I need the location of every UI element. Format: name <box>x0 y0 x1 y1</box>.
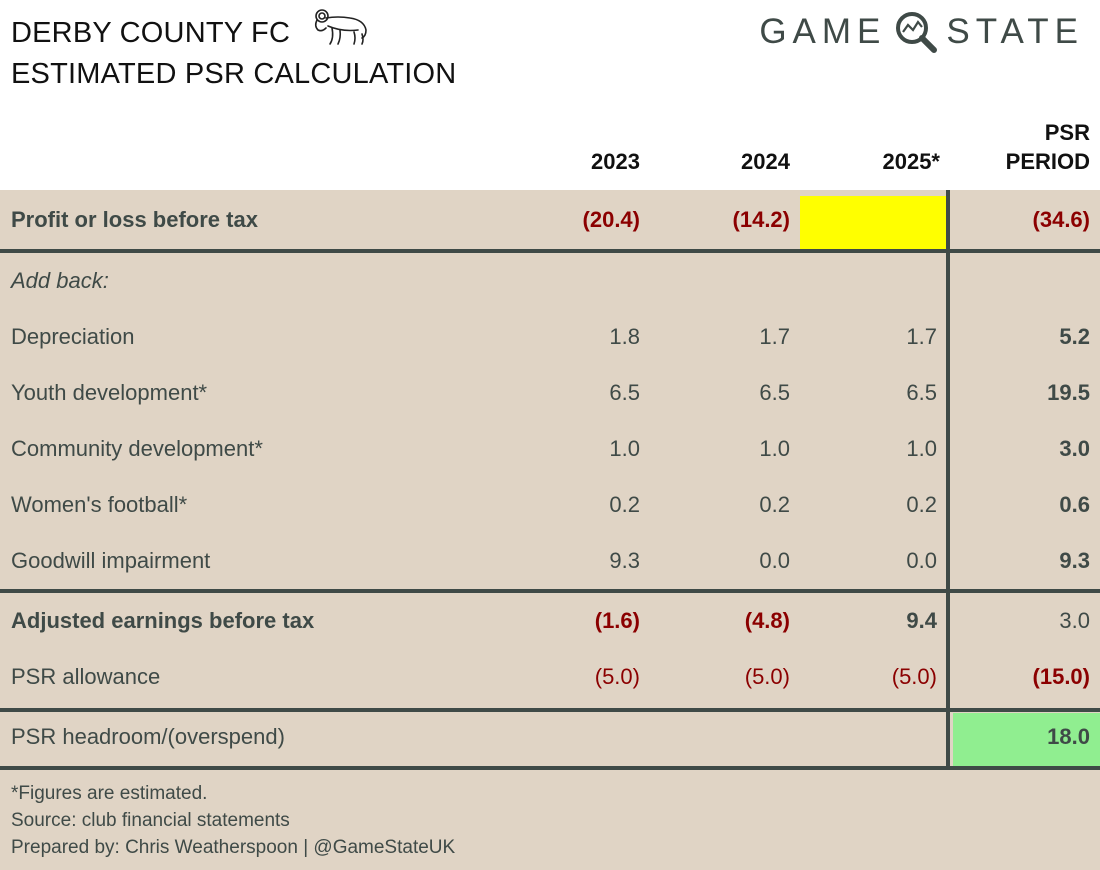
cell-2023: 9.3 <box>609 548 640 573</box>
cell-2023: 1.8 <box>609 324 640 349</box>
cell-2023: 1.0 <box>609 436 640 461</box>
column-divider <box>946 250 950 770</box>
footnote-prepared-by: Prepared by: Chris Weatherspoon | @GameS… <box>11 837 456 858</box>
column-header-2025: 2025* <box>882 149 940 174</box>
row-label: Goodwill impairment <box>11 548 211 573</box>
cell-2025: 0.2 <box>906 492 937 517</box>
table-row-womens-football: Women's football* 0.2 0.2 0.2 0.6 <box>0 492 1100 532</box>
cell-2024: 1.0 <box>759 436 790 461</box>
page-subtitle: ESTIMATED PSR CALCULATION <box>11 58 457 90</box>
cell-2024: (14.2) <box>732 207 790 232</box>
row-label: PSR headroom/(overspend) <box>11 724 285 749</box>
row-label: Depreciation <box>11 324 135 349</box>
column-header-2023: 2023 <box>591 149 640 174</box>
cell-2024: 1.7 <box>759 324 790 349</box>
divider-before-headroom <box>0 708 1100 712</box>
cell-psr: (15.0) <box>1032 664 1090 689</box>
footnote-source: Source: club financial statements <box>11 810 290 831</box>
cell-2023: (5.0) <box>594 664 640 689</box>
table-row-goodwill: Goodwill impairment 9.3 0.0 0.0 9.3 <box>0 548 1100 588</box>
column-header-2024: 2024 <box>741 149 790 174</box>
table-row-youth: Youth development* 6.5 6.5 6.5 19.5 <box>0 380 1100 420</box>
cell-psr: (34.6) <box>1032 207 1090 232</box>
footnote-estimated: *Figures are estimated. <box>11 783 208 804</box>
derby-ram-logo-icon <box>314 9 367 45</box>
cell-psr: 3.0 <box>1059 608 1090 633</box>
row-label: Add back: <box>11 268 109 293</box>
row-label: Women's football* <box>11 492 188 517</box>
cell-psr: 18.0 <box>1047 724 1090 749</box>
highlight-2025-profit-cell <box>800 196 946 249</box>
cell-psr: 9.3 <box>1059 548 1090 573</box>
divider-before-footer <box>0 766 1100 770</box>
row-label: PSR allowance <box>11 664 161 689</box>
table-row-add-back: Add back: <box>0 268 1100 308</box>
divider-after-profit <box>0 249 1100 253</box>
divider-before-adjusted <box>0 589 1100 593</box>
cell-2025: 1.7 <box>906 324 937 349</box>
cell-2023: 0.2 <box>609 492 640 517</box>
row-label: Adjusted earnings before tax <box>11 608 315 633</box>
cell-psr: 3.0 <box>1059 436 1090 461</box>
column-divider <box>946 190 950 250</box>
cell-2025: 6.5 <box>906 380 937 405</box>
cell-2025: (5.0) <box>891 664 937 689</box>
cell-2024: 0.0 <box>759 548 790 573</box>
cell-2024: 0.2 <box>759 492 790 517</box>
cell-psr: 0.6 <box>1059 492 1090 517</box>
cell-2025: 1.0 <box>906 436 937 461</box>
table-row-psr-allowance: PSR allowance (5.0) (5.0) (5.0) (15.0) <box>0 664 1100 704</box>
brand-word-state: STATE <box>946 12 1084 51</box>
brand-word-game: GAME <box>759 12 887 51</box>
highlight-psr-headroom-cell <box>953 713 1100 766</box>
column-header-psr-line2: PERIOD <box>1005 149 1090 174</box>
cell-2024: (5.0) <box>744 664 790 689</box>
cell-2023: (20.4) <box>582 207 640 232</box>
cell-psr: 19.5 <box>1047 380 1090 405</box>
table-row-adjusted-earnings: Adjusted earnings before tax (1.6) (4.8)… <box>0 608 1100 648</box>
header: DERBY COUNTY FC ESTIMATED PSR CALCULATIO… <box>0 0 1100 190</box>
table-row-depreciation: Depreciation 1.8 1.7 1.7 5.2 <box>0 324 1100 364</box>
cell-2024: (4.8) <box>744 608 790 633</box>
game-state-brand: GAME STATE <box>759 12 1084 53</box>
page-title-line1: DERBY COUNTY FC <box>11 17 291 49</box>
column-header-psr-line1: PSR <box>1044 120 1090 145</box>
table-row-psr-headroom: PSR headroom/(overspend) 18.0 <box>0 724 1100 764</box>
table-row-profit: Profit or loss before tax (20.4) (14.2) … <box>0 207 1100 247</box>
cell-psr: 5.2 <box>1059 324 1090 349</box>
cell-2025: 0.0 <box>906 548 937 573</box>
magnifier-icon <box>896 12 938 53</box>
row-label: Profit or loss before tax <box>11 207 258 232</box>
cell-2023: (1.6) <box>594 608 640 633</box>
row-label: Community development* <box>11 436 263 461</box>
cell-2023: 6.5 <box>609 380 640 405</box>
cell-2025: 9.4 <box>906 608 937 633</box>
psr-table <box>0 190 1100 870</box>
row-label: Youth development* <box>11 380 208 405</box>
cell-2024: 6.5 <box>759 380 790 405</box>
table-row-community: Community development* 1.0 1.0 1.0 3.0 <box>0 436 1100 476</box>
